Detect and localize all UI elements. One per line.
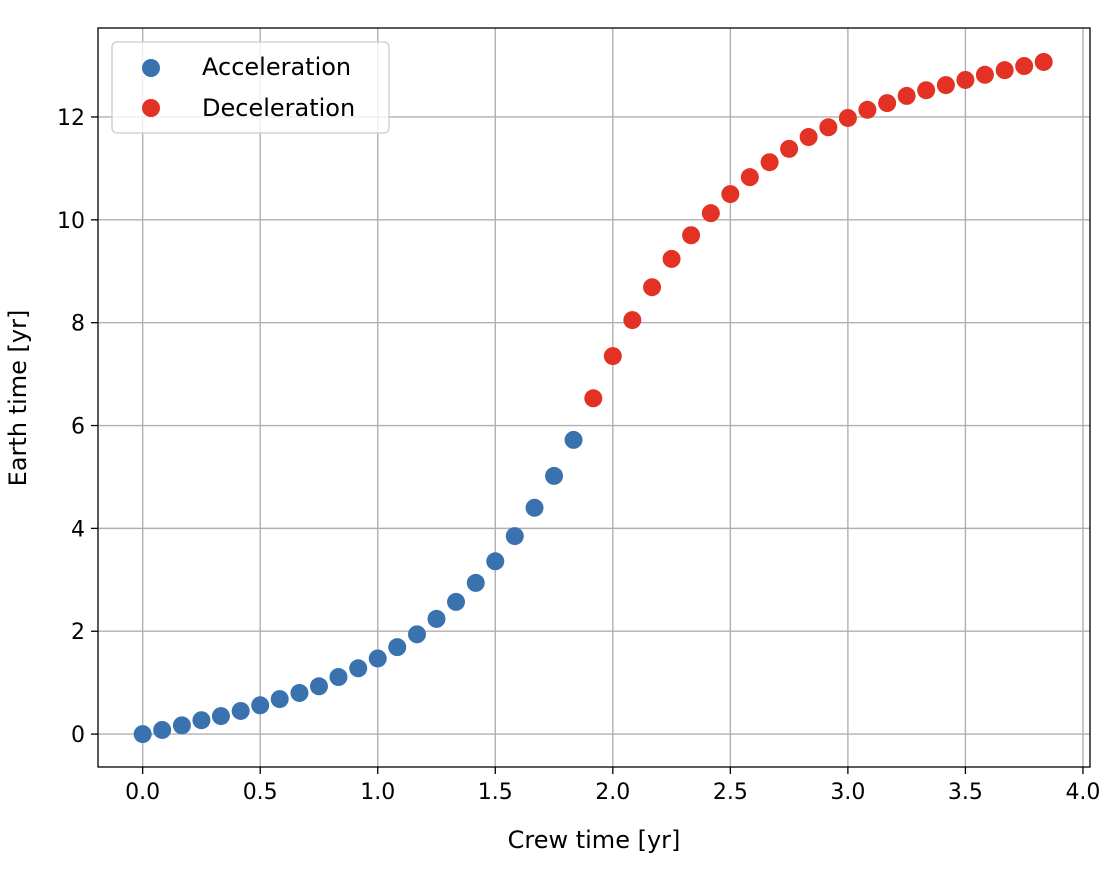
deceleration-point (975, 65, 994, 84)
acceleration-point (172, 716, 191, 735)
y-tick-label: 0 (71, 723, 85, 748)
acceleration-point (251, 696, 270, 715)
deceleration-point (623, 311, 642, 330)
legend-box (111, 41, 390, 134)
x-tick-label: 3.5 (948, 780, 983, 805)
acceleration-point (153, 720, 172, 739)
deceleration-point (917, 81, 936, 100)
y-axis-label: Earth time [yr] (4, 310, 32, 487)
deceleration-point (878, 94, 897, 113)
x-tick-label: 4.0 (1065, 780, 1100, 805)
acceleration-point (133, 725, 152, 744)
x-axis-ticks: 0.0 0.5 1.0 1.5 2.0 2.5 3.0 3.5 4.0 (125, 767, 1100, 805)
x-tick-label: 2.0 (595, 780, 630, 805)
acceleration-point (270, 690, 289, 709)
legend-marker-deceleration (142, 99, 160, 117)
x-tick-label: 1.0 (360, 780, 395, 805)
acceleration-point (427, 609, 446, 628)
x-tick-label: 1.5 (478, 780, 513, 805)
acceleration-point (486, 552, 505, 571)
acceleration-point (329, 668, 348, 687)
acceleration-point (192, 711, 211, 730)
acceleration-point (309, 677, 328, 696)
y-tick-label: 12 (57, 106, 85, 131)
x-tick-label: 2.5 (713, 780, 748, 805)
legend: Acceleration Deceleration (111, 41, 390, 134)
acceleration-point (545, 466, 564, 485)
deceleration-point (701, 204, 720, 223)
deceleration-point (799, 128, 818, 147)
legend-label-acceleration: Acceleration (202, 53, 351, 81)
x-axis-label: Crew time [yr] (508, 826, 681, 854)
data-points (133, 52, 1053, 744)
deceleration-point (662, 249, 681, 268)
deceleration-point (858, 100, 877, 119)
deceleration-point (838, 108, 857, 127)
acceleration-point (466, 573, 485, 592)
y-axis-ticks: 0 2 4 6 8 10 12 (57, 106, 98, 748)
acceleration-point (349, 659, 368, 678)
deceleration-point (643, 278, 662, 297)
deceleration-point (819, 118, 838, 137)
x-tick-label: 3.0 (830, 780, 865, 805)
deceleration-point (1034, 52, 1053, 71)
x-tick-label: 0.0 (125, 780, 160, 805)
deceleration-point (936, 76, 955, 95)
acceleration-point (231, 701, 250, 720)
x-tick-label: 0.5 (243, 780, 278, 805)
deceleration-point (721, 185, 740, 204)
deceleration-point (603, 347, 622, 366)
y-tick-label: 4 (71, 517, 85, 542)
deceleration-point (995, 61, 1014, 80)
acceleration-point (388, 638, 407, 657)
acceleration-point (505, 527, 524, 546)
deceleration-point (897, 86, 916, 105)
y-tick-label: 10 (57, 209, 85, 234)
y-tick-label: 2 (71, 620, 85, 645)
deceleration-point (956, 70, 975, 89)
y-tick-label: 8 (71, 312, 85, 337)
deceleration-point (740, 168, 759, 187)
deceleration-point (584, 389, 603, 408)
deceleration-point (760, 153, 779, 172)
acceleration-point (407, 625, 426, 644)
grid (98, 28, 1090, 767)
acceleration-point (447, 592, 466, 611)
acceleration-point (525, 498, 544, 517)
legend-marker-acceleration (142, 59, 160, 77)
deceleration-point (1015, 57, 1034, 76)
acceleration-point (368, 649, 387, 668)
legend-label-deceleration: Deceleration (202, 94, 355, 122)
deceleration-point (780, 139, 799, 158)
acceleration-point (290, 683, 309, 702)
deceleration-point (682, 226, 701, 245)
acceleration-point (211, 707, 230, 726)
y-tick-label: 6 (71, 415, 85, 440)
acceleration-point (564, 430, 583, 449)
plot-frame (97, 27, 1091, 768)
